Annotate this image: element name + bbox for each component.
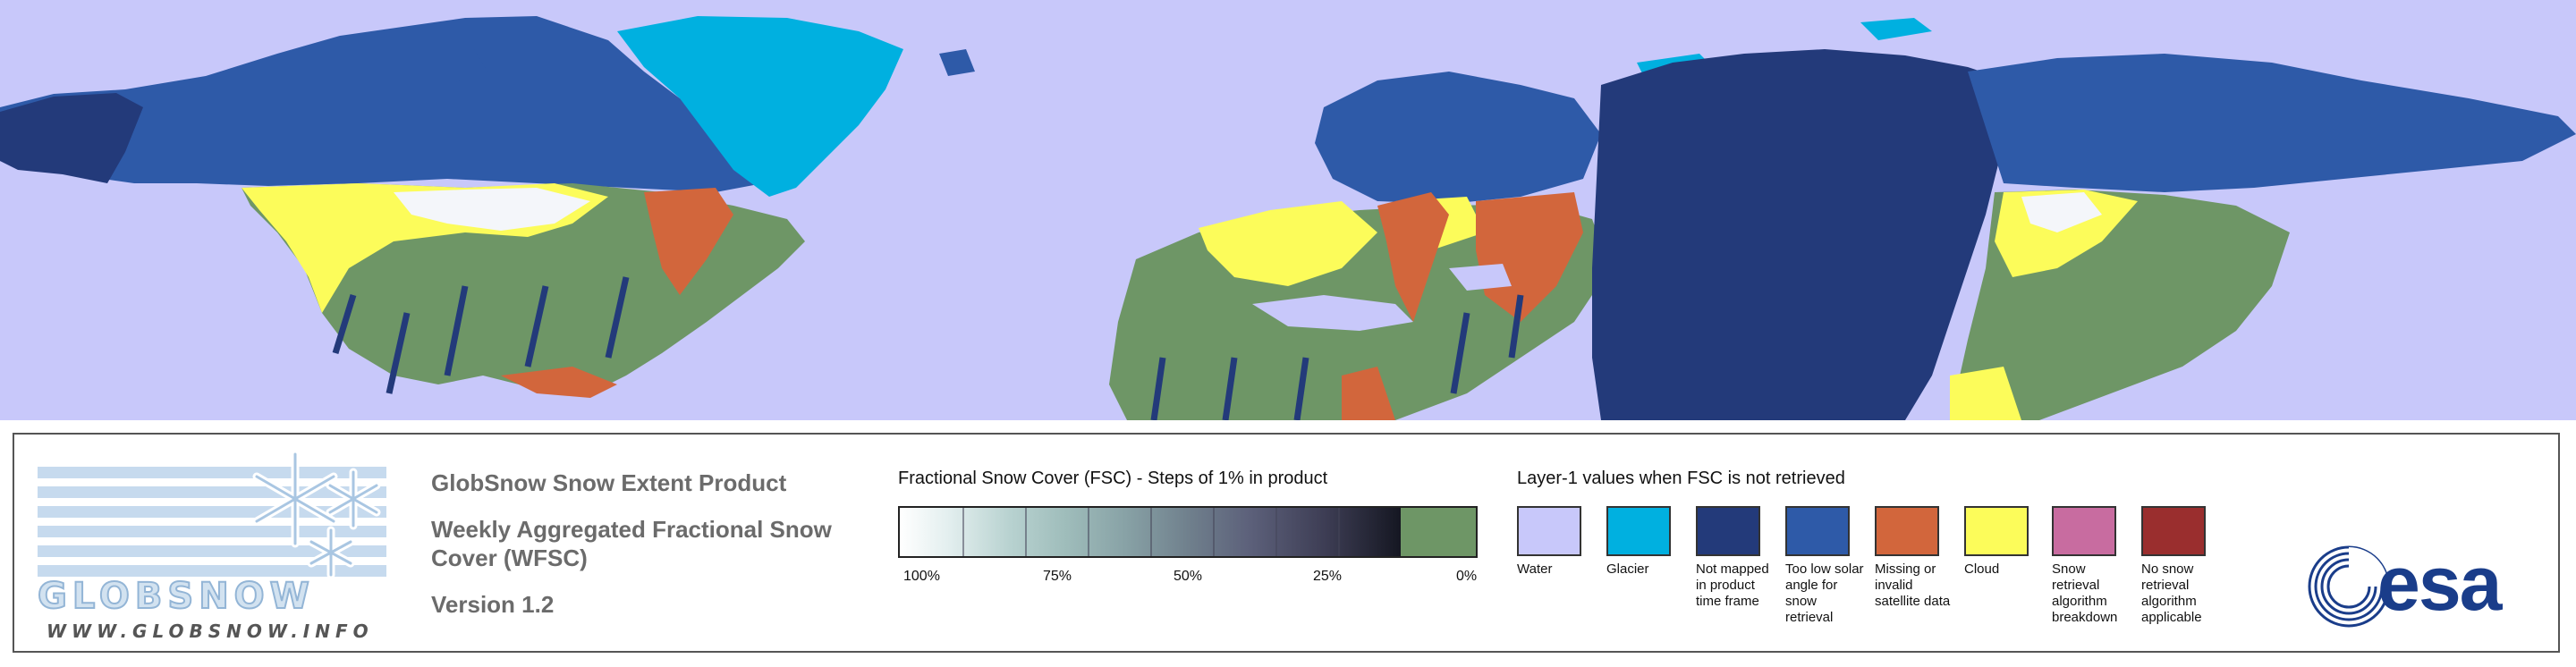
alaska-not-mapped	[0, 93, 143, 183]
map-canvas	[0, 16, 2576, 420]
legend-label-3: Not mapped in product time frame	[1696, 561, 1769, 609]
product-subtitle-line2: Cover (WFSC)	[431, 545, 588, 571]
legend-swatch-1	[1517, 506, 1581, 556]
fsc-scale-heading: Fractional Snow Cover (FSC) - Steps of 1…	[898, 469, 1328, 488]
fsc-tick-0: 0%	[1456, 569, 1478, 584]
product-version: Version 1.2	[431, 591, 555, 618]
globsnow-url[interactable]: WWW.GLOBSNOW.INFO	[47, 621, 374, 642]
legend-swatch-6	[1964, 506, 2029, 556]
snowflake-icon	[252, 450, 381, 579]
greenland-glacier	[617, 16, 903, 197]
layer1-heading: Layer-1 values when FSC is not retrieved	[1517, 469, 1845, 488]
north-america-arctic	[0, 16, 805, 192]
globsnow-logo: GLOBSNOW WWW.GLOBSNOW.INFO	[37, 445, 395, 642]
legend-label-4: Too low solar angle for snow retrieval	[1785, 561, 1864, 625]
legend-panel: GLOBSNOW WWW.GLOBSNOW.INFO GlobSnow Snow…	[13, 433, 2560, 653]
europe-missing	[1342, 192, 1583, 420]
scandinavia-solar	[1315, 72, 1601, 204]
snow-cover-map	[0, 0, 2576, 420]
fsc-gradient	[900, 508, 1401, 556]
globsnow-wordmark: GLOBSNOW	[37, 575, 315, 618]
north-america-missing	[501, 188, 733, 398]
fsc-tick-25: 25%	[1313, 569, 1343, 584]
east-asia-solar	[1968, 54, 2576, 192]
legend-label-2: Glacier	[1606, 561, 1649, 577]
inland-seas	[1252, 264, 1512, 331]
east-asia-cloud	[1950, 190, 2138, 420]
esa-swirl-icon	[2308, 545, 2390, 628]
siberia-not-mapped	[1592, 49, 2021, 420]
orbit-gap-stripes	[332, 276, 1524, 420]
product-subtitle-line1: Weekly Aggregated Fractional Snow	[431, 516, 832, 543]
legend-swatch-3	[1696, 506, 1760, 556]
fsc-tick-75: 75%	[1043, 569, 1072, 584]
legend-label-6: Cloud	[1964, 561, 2000, 577]
fsc-tick-100: 100%	[903, 569, 940, 584]
legend-swatch-5	[1875, 506, 1939, 556]
north-america-snow	[394, 188, 590, 231]
legend-label-1: Water	[1517, 561, 1553, 577]
fsc-color-scale	[898, 506, 1478, 558]
legend-swatch-4	[1785, 506, 1850, 556]
legend-swatch-7	[2052, 506, 2116, 556]
arctic-islands	[420, 27, 975, 85]
esa-wordmark: esa	[2377, 541, 2502, 627]
legend-swatch-2	[1606, 506, 1671, 556]
east-asia-snow	[2021, 192, 2102, 232]
legend-swatch-8	[2141, 506, 2206, 556]
fsc-no-snow-swatch	[1401, 508, 1476, 556]
product-title: GlobSnow Snow Extent Product	[431, 469, 787, 496]
legend-label-7: Snow retrieval algorithm breakdown	[2052, 561, 2118, 625]
legend-label-5: Missing or invalid satellite data	[1875, 561, 1951, 609]
legend-label-8: No snow retrieval algorithm applicable	[2141, 561, 2202, 625]
fsc-tick-50: 50%	[1174, 569, 1203, 584]
